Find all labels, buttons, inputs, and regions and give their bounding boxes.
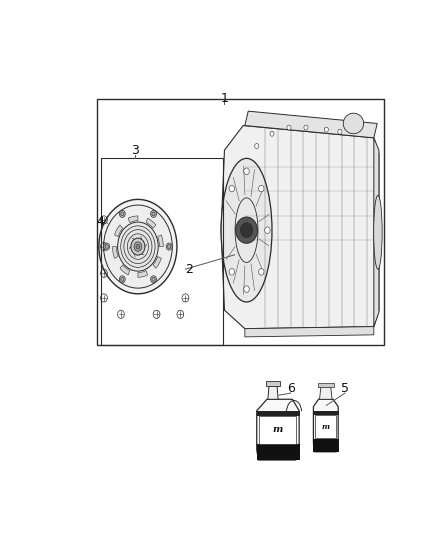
Circle shape	[131, 238, 145, 255]
Circle shape	[258, 269, 264, 275]
Circle shape	[229, 269, 234, 275]
Polygon shape	[268, 386, 278, 399]
Ellipse shape	[374, 195, 382, 269]
Circle shape	[265, 227, 270, 233]
Circle shape	[99, 199, 177, 294]
Polygon shape	[245, 111, 377, 138]
Ellipse shape	[343, 113, 364, 134]
Polygon shape	[221, 126, 379, 329]
Circle shape	[120, 211, 125, 217]
Circle shape	[167, 245, 171, 248]
Circle shape	[229, 185, 234, 192]
Text: 3: 3	[131, 144, 138, 157]
Circle shape	[304, 125, 308, 130]
Polygon shape	[138, 271, 148, 277]
Circle shape	[127, 234, 148, 260]
Bar	[101, 158, 223, 345]
Circle shape	[240, 223, 253, 238]
Circle shape	[236, 217, 258, 243]
Circle shape	[152, 277, 155, 281]
Circle shape	[151, 276, 156, 283]
Circle shape	[151, 211, 156, 217]
Bar	[257, 445, 300, 460]
Circle shape	[118, 222, 158, 271]
Text: 5: 5	[341, 382, 349, 394]
Circle shape	[166, 243, 172, 250]
Circle shape	[120, 212, 124, 216]
Polygon shape	[114, 225, 123, 237]
Bar	[314, 439, 339, 452]
Text: 4: 4	[97, 215, 105, 229]
Circle shape	[244, 168, 249, 175]
Text: 2: 2	[185, 263, 193, 276]
Circle shape	[324, 127, 328, 132]
Polygon shape	[374, 138, 379, 327]
Text: m: m	[322, 423, 330, 431]
Circle shape	[134, 242, 142, 252]
Polygon shape	[314, 399, 338, 452]
Circle shape	[270, 131, 274, 136]
Bar	[97, 99, 384, 345]
Circle shape	[120, 276, 125, 283]
Circle shape	[121, 226, 155, 268]
Circle shape	[124, 230, 152, 264]
Polygon shape	[146, 218, 156, 228]
Polygon shape	[245, 327, 374, 337]
Circle shape	[104, 243, 110, 250]
Text: 1: 1	[221, 92, 228, 106]
Circle shape	[120, 277, 124, 281]
Ellipse shape	[221, 158, 272, 302]
Text: 6: 6	[287, 382, 295, 394]
Bar	[266, 381, 280, 386]
Polygon shape	[257, 399, 299, 460]
Polygon shape	[113, 247, 118, 259]
Circle shape	[287, 125, 291, 130]
Polygon shape	[320, 387, 332, 399]
Circle shape	[105, 245, 108, 248]
Circle shape	[338, 129, 342, 134]
Circle shape	[152, 212, 155, 216]
Polygon shape	[158, 235, 163, 247]
Polygon shape	[120, 265, 130, 275]
Text: m: m	[272, 425, 283, 434]
Circle shape	[136, 244, 140, 249]
Circle shape	[244, 286, 249, 293]
Bar	[259, 416, 296, 443]
Bar	[318, 383, 334, 387]
Circle shape	[254, 143, 259, 149]
Polygon shape	[153, 256, 161, 268]
Bar	[314, 411, 339, 415]
Polygon shape	[128, 216, 138, 223]
Circle shape	[258, 185, 264, 192]
Bar	[315, 415, 336, 438]
Circle shape	[103, 205, 172, 288]
Bar	[257, 411, 300, 416]
